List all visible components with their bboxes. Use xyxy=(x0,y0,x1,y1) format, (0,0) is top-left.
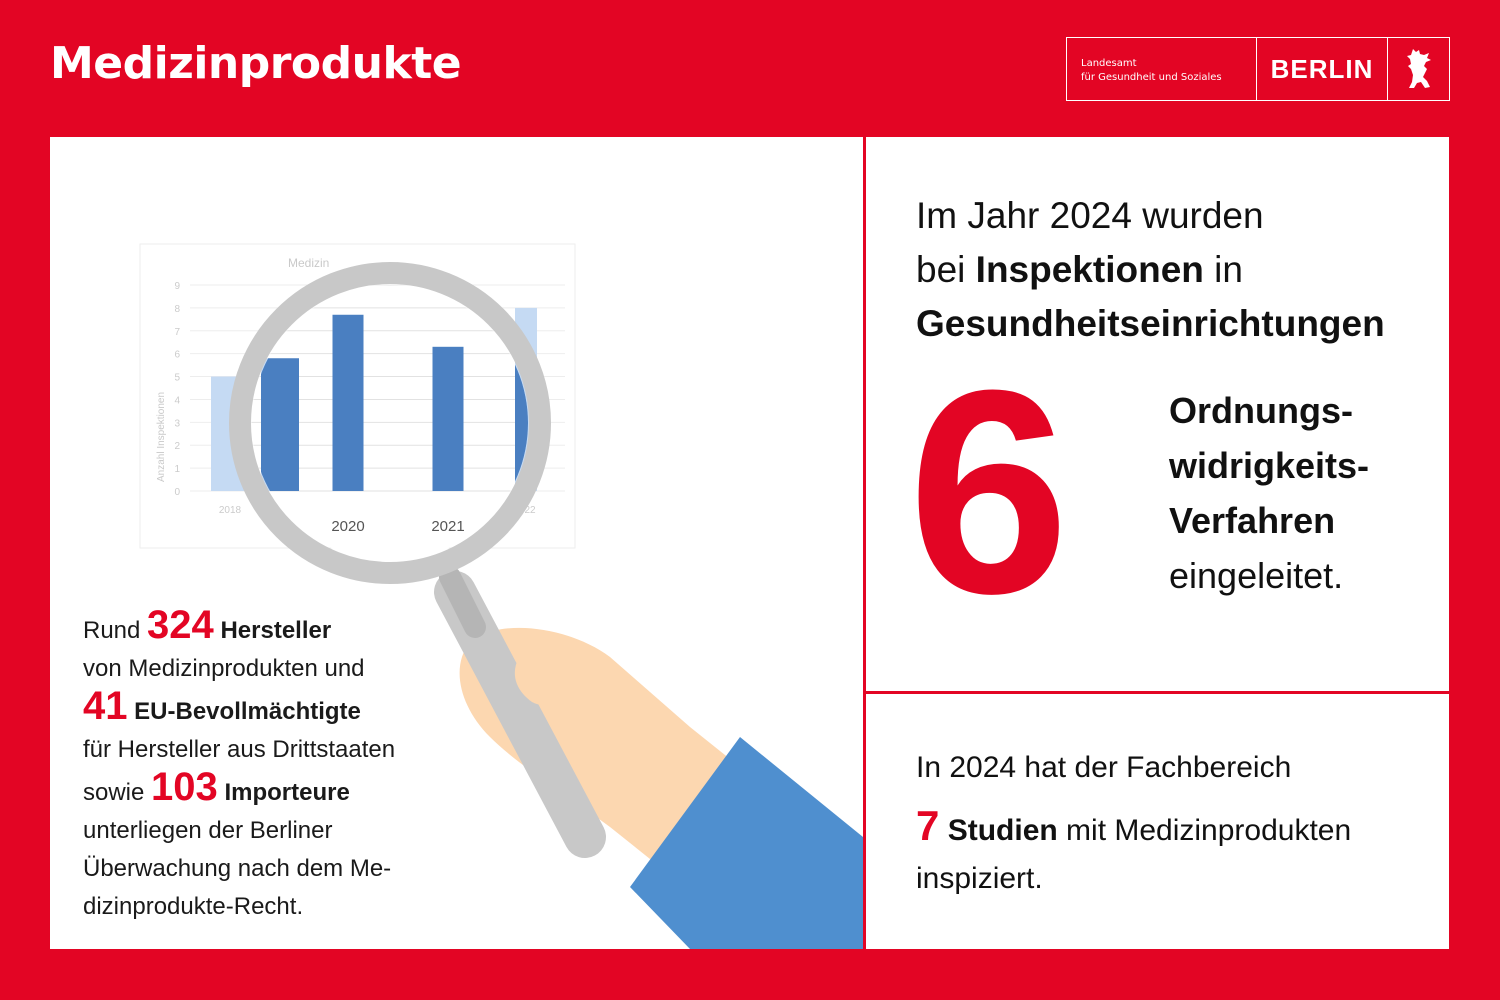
stat-line-6: unterliegen der Berliner xyxy=(83,817,333,844)
studies-label: Studien xyxy=(947,814,1058,847)
stat-prefix-5: sowie xyxy=(83,779,145,806)
inspection-line-1: Im Jahr 2024 wurden xyxy=(916,195,1264,236)
bar-2020 xyxy=(332,314,364,491)
manufacturer-count: 324 xyxy=(147,603,214,647)
stat-prefix-1: Rund xyxy=(83,617,141,644)
studies-panel: In 2024 hat der Fachbereich 7 Studien mi… xyxy=(866,694,1449,949)
y-tick-label: 0 xyxy=(174,487,180,498)
logo-city: BERLIN xyxy=(1257,38,1388,100)
inspection-line-2-suffix: in xyxy=(1214,249,1243,290)
importer-count: 103 xyxy=(151,765,218,809)
page-title: Medizinprodukte xyxy=(50,38,462,89)
stat-line-4: für Hersteller aus Drittstaaten xyxy=(83,736,396,763)
x-tick-label-2020: 2020 xyxy=(331,518,364,535)
studies-line-1: In 2024 hat der Fachbereich xyxy=(916,751,1292,784)
inspection-line-2-prefix: bei xyxy=(916,249,966,290)
manufacturer-stats: Rund 324 Hersteller von Medizinprodukten… xyxy=(83,605,503,926)
y-tick-label: 6 xyxy=(174,350,180,361)
sleeve xyxy=(630,737,863,949)
proceedings-label-4: eingeleitet. xyxy=(1169,555,1344,596)
y-tick-label: 7 xyxy=(174,327,180,338)
x-tick-label-faded: 22 xyxy=(524,505,536,516)
magnifier-ring xyxy=(229,262,551,584)
logo-agency: Landesamt für Gesundheit und Soziales xyxy=(1067,38,1257,100)
proceedings-label-2: widrigkeits- xyxy=(1169,445,1370,486)
inspection-line-3: Gesundheitseinrichtungen xyxy=(916,303,1385,344)
left-panel: 0 1 2 3 4 5 6 7 8 9 2018 22 2020 2021 Medizin Anzahl… xyxy=(50,137,863,949)
stat-line-8: dizinprodukte-Recht. xyxy=(83,893,304,920)
y-tick-label: 3 xyxy=(174,418,180,429)
proceedings-label-3: Verfahren xyxy=(1169,500,1336,541)
y-tick-label: 4 xyxy=(174,395,180,406)
berlin-logo: Landesamt für Gesundheit und Soziales BE… xyxy=(1066,37,1450,101)
berlin-bear-icon xyxy=(1388,38,1449,100)
studies-line-2-suffix: mit Medizinprodukten xyxy=(1066,814,1352,847)
proceedings-label-1: Ordnungs- xyxy=(1169,390,1353,431)
manufacturer-label: Hersteller xyxy=(220,617,332,644)
eu-rep-label: EU-Bevollmächtigte xyxy=(134,698,361,725)
y-tick-label: 1 xyxy=(174,464,180,475)
importer-label: Importeure xyxy=(224,779,350,806)
chart-title: Medizin xyxy=(288,256,329,270)
magnified-bar-chart: 0 1 2 3 4 5 6 7 8 9 2018 22 2020 2021 Medizin Anzahl… xyxy=(139,243,863,949)
y-tick-label: 8 xyxy=(174,304,180,315)
studies-line-3: inspiziert. xyxy=(916,862,1043,895)
logo-agency-line2: für Gesundheit und Soziales xyxy=(1081,72,1222,83)
bar-2021 xyxy=(432,346,464,491)
eu-rep-count: 41 xyxy=(83,684,128,728)
bar-2019 xyxy=(261,358,299,491)
stat-line-2: von Medizinprodukten und xyxy=(83,655,365,682)
stat-line-7: Überwachung nach dem Me- xyxy=(83,855,392,882)
y-tick-label: 5 xyxy=(174,373,180,384)
studies-count: 7 xyxy=(916,802,940,849)
y-tick-label: 9 xyxy=(174,281,180,292)
logo-agency-line1: Landesamt xyxy=(1081,58,1137,69)
proceedings-count: 6 xyxy=(908,330,1070,654)
x-tick-label-faded: 2018 xyxy=(219,505,242,516)
chart-ylabel: Anzahl Inspektionen xyxy=(156,392,167,482)
fingers xyxy=(514,648,572,706)
inspection-panel: Im Jahr 2024 wurden bei Inspektionen in … xyxy=(866,137,1449,691)
y-tick-label: 2 xyxy=(174,441,180,452)
proceedings-label: Ordnungs- widrigkeits- Verfahren eingele… xyxy=(1169,383,1369,603)
inspection-intro: Im Jahr 2024 wurden bei Inspektionen in … xyxy=(916,189,1385,351)
studies-text: In 2024 hat der Fachbereich 7 Studien mi… xyxy=(916,744,1436,903)
x-tick-label-2021: 2021 xyxy=(431,518,464,535)
inspection-line-2-bold: Inspektionen xyxy=(975,249,1204,290)
